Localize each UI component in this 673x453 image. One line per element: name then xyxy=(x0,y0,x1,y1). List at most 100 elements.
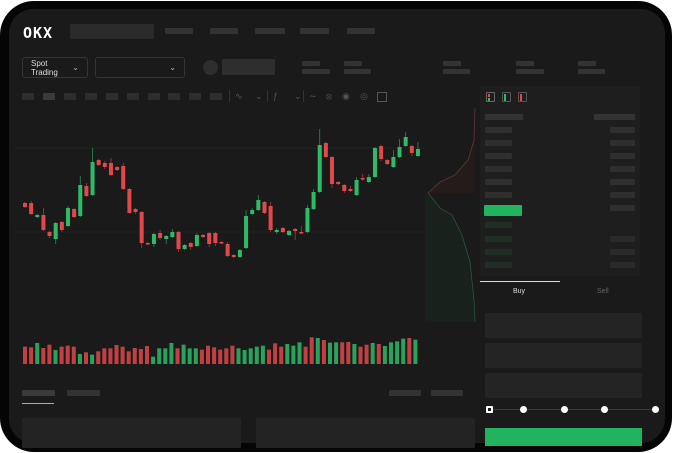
okx-logo[interactable]: OKX xyxy=(23,24,54,42)
volume-bar xyxy=(413,339,418,364)
amount-input[interactable] xyxy=(485,343,642,368)
candle-up xyxy=(237,249,242,258)
nav-item[interactable] xyxy=(300,28,329,34)
nav-item[interactable] xyxy=(255,28,285,34)
interval-button[interactable] xyxy=(148,93,160,100)
candle-up xyxy=(354,177,359,196)
slider-stop[interactable] xyxy=(520,406,527,413)
slider-handle[interactable] xyxy=(486,406,493,413)
camera-icon[interactable]: ◉ xyxy=(342,91,350,101)
volume-bar xyxy=(84,352,88,364)
order-book-both-icon[interactable] xyxy=(486,92,495,102)
candle-body xyxy=(176,232,181,249)
volume-bar xyxy=(193,348,198,364)
candle-body xyxy=(397,147,402,157)
interval-button[interactable] xyxy=(22,93,34,100)
candle-up xyxy=(256,195,261,211)
volume-bar xyxy=(352,344,357,364)
candle-body xyxy=(213,233,218,243)
candle-body xyxy=(170,232,175,237)
candle-down xyxy=(121,163,126,190)
chevron-down-icon[interactable]: ⌄ xyxy=(255,91,263,101)
interval-button[interactable] xyxy=(127,93,139,100)
indicator-icon[interactable]: ƒ xyxy=(273,91,279,101)
candle-down xyxy=(385,159,390,165)
volume-bar xyxy=(35,343,40,364)
interval-button[interactable] xyxy=(64,93,76,100)
price-input[interactable] xyxy=(485,313,642,338)
divider xyxy=(303,90,304,102)
order-book-bids-icon[interactable] xyxy=(502,92,511,102)
market-type-dropdown[interactable]: Spot Trading ⌄ xyxy=(22,57,88,78)
candle-body xyxy=(102,163,107,167)
stat-label xyxy=(516,61,534,66)
candle-body xyxy=(336,182,341,184)
candle-down xyxy=(133,208,138,214)
candle-body xyxy=(90,162,95,195)
filter-button[interactable] xyxy=(389,390,421,396)
volume-bar xyxy=(376,344,381,364)
candle-down xyxy=(207,232,212,247)
slider-stop[interactable] xyxy=(561,406,568,413)
interval-button-active[interactable] xyxy=(43,93,55,100)
candle-up xyxy=(311,189,316,210)
candle-body xyxy=(250,210,255,214)
history-tab[interactable] xyxy=(67,390,100,396)
slider-stop[interactable] xyxy=(601,406,608,413)
volume-bar xyxy=(163,348,168,364)
filter-button[interactable] xyxy=(431,390,463,396)
candle-body xyxy=(360,178,365,180)
orders-tab[interactable] xyxy=(22,390,55,396)
buy-button[interactable] xyxy=(485,428,642,446)
candle-body xyxy=(133,209,138,212)
candle-down xyxy=(225,242,230,257)
volume-bar xyxy=(242,350,247,364)
tab-buy[interactable]: Buy xyxy=(513,288,526,295)
amount-slider[interactable] xyxy=(489,409,655,410)
candle-body xyxy=(219,242,224,244)
pair-dropdown[interactable]: ⌄ xyxy=(95,57,185,78)
candle-down xyxy=(84,183,89,197)
volume-bar xyxy=(114,345,119,364)
interval-button[interactable] xyxy=(210,93,222,100)
volume-bar xyxy=(96,351,101,364)
candle-body xyxy=(29,203,34,214)
chevron-down-icon[interactable]: ⌄ xyxy=(294,91,302,101)
interval-button[interactable] xyxy=(106,93,118,100)
fullscreen-icon[interactable] xyxy=(377,92,387,102)
ask-amount xyxy=(610,192,635,198)
volume-bar xyxy=(401,338,406,364)
candle-down xyxy=(102,161,107,169)
interval-button[interactable] xyxy=(168,93,180,100)
order-book-asks-icon[interactable] xyxy=(518,92,527,102)
line-tool-icon[interactable]: ∼ xyxy=(309,91,317,101)
nav-item[interactable] xyxy=(210,28,238,34)
candle-body xyxy=(403,137,408,146)
settings-icon[interactable]: ◎ xyxy=(360,91,368,101)
nav-item[interactable] xyxy=(165,28,193,34)
nav-item[interactable] xyxy=(347,28,375,34)
candle-down xyxy=(59,221,64,232)
candle-down xyxy=(29,201,34,215)
ruler-icon[interactable]: ⦻ xyxy=(326,91,332,101)
search-bar[interactable] xyxy=(70,24,154,39)
total-input[interactable] xyxy=(485,373,642,398)
volume-bar xyxy=(230,345,235,364)
volume-bar xyxy=(297,342,302,364)
chart-type-icon[interactable]: ∿ xyxy=(235,91,243,101)
candle-body xyxy=(35,215,40,217)
slider-stop[interactable] xyxy=(652,406,659,413)
market-type-label: Spot Trading xyxy=(31,58,58,77)
candle-down xyxy=(268,202,273,232)
volume-bar xyxy=(321,340,326,364)
interval-button[interactable] xyxy=(85,93,97,100)
candle-body xyxy=(237,250,242,257)
volume-bar xyxy=(126,351,131,364)
ask-price xyxy=(485,192,512,198)
candle-body xyxy=(244,216,249,248)
candle-body xyxy=(121,166,126,189)
candle-body xyxy=(139,212,144,243)
interval-button[interactable] xyxy=(189,93,201,100)
tab-sell[interactable]: Sell xyxy=(597,288,609,295)
